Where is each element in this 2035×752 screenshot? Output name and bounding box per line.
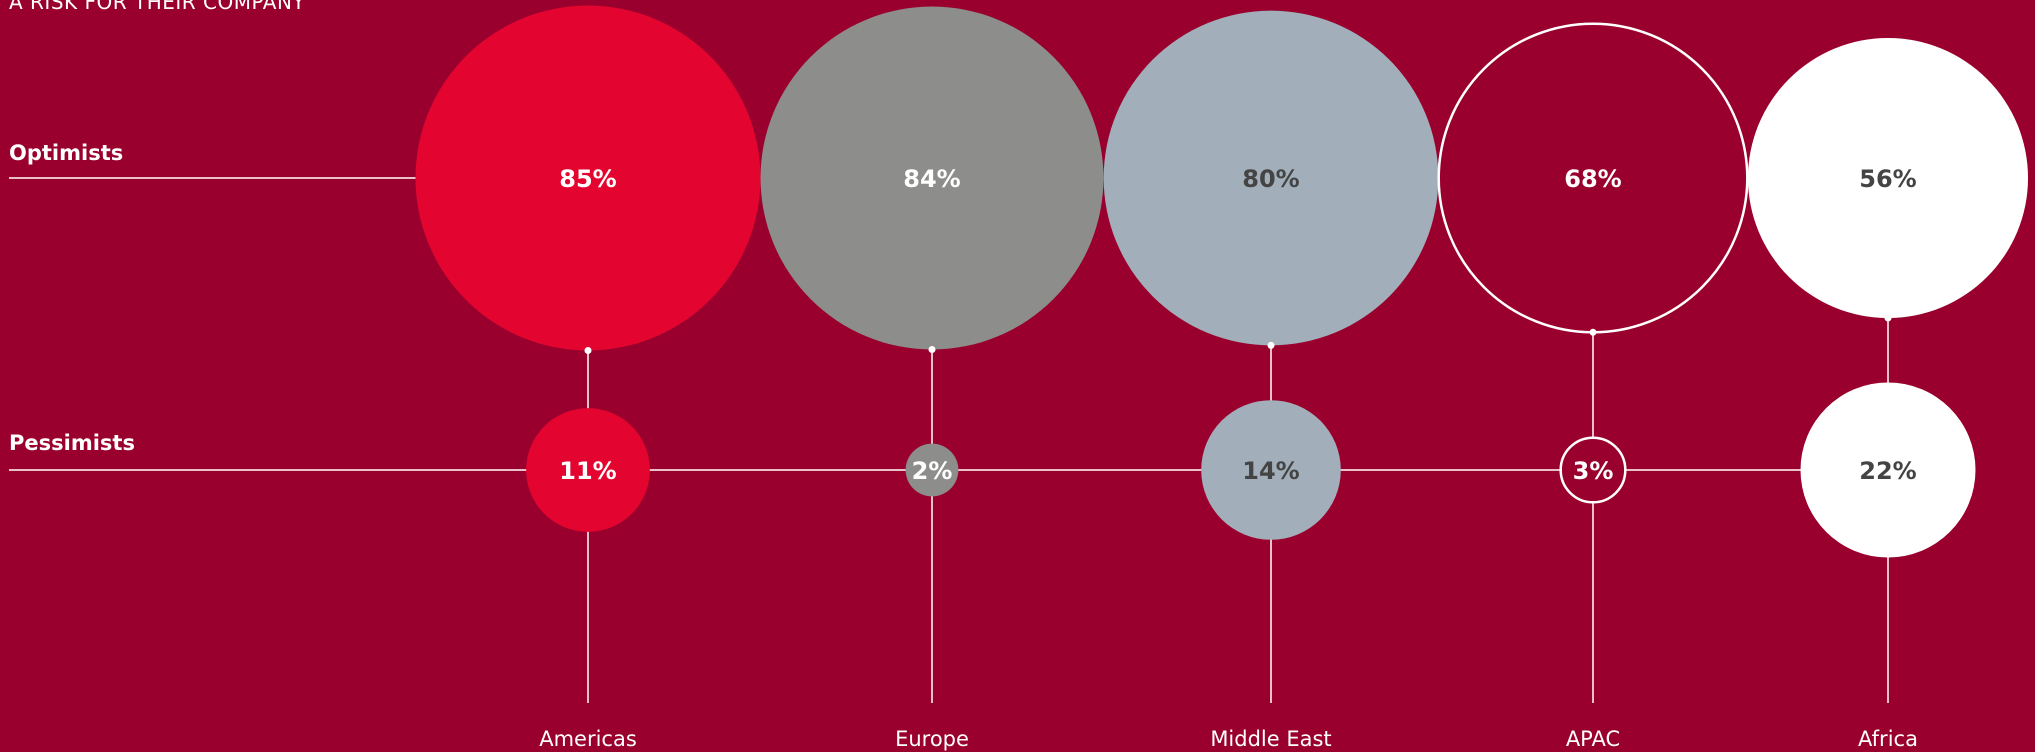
chart-title: A RISK FOR THEIR COMPANY: [9, 0, 306, 14]
optimists-value-apac: 68%: [1564, 165, 1621, 193]
optimists-bubble-africa: [1747, 37, 2029, 319]
category-label-europe: Europe: [895, 727, 969, 751]
optimists-bubble-europe: [760, 6, 1104, 350]
row-label-pessimists: Pessimists: [9, 431, 135, 455]
category-label-africa: Africa: [1858, 727, 1918, 751]
pessimists-bubble-africa: [1800, 382, 1976, 558]
pessimists-value-middle-east: 14%: [1242, 457, 1299, 485]
pessimists-bubble-middle-east: [1201, 400, 1341, 540]
connector-dot-europe: [928, 345, 936, 353]
category-label-americas: Americas: [539, 727, 637, 751]
optimists-value-americas: 85%: [559, 165, 616, 193]
pessimists-value-africa: 22%: [1859, 457, 1916, 485]
row-label-optimists: Optimists: [9, 141, 124, 165]
optimists-value-africa: 56%: [1859, 165, 1916, 193]
category-label-apac: APAC: [1566, 727, 1620, 751]
connector-dot-americas: [584, 347, 592, 354]
pessimists-bubble-europe: [905, 443, 959, 497]
pessimists-value-europe: 2%: [912, 457, 953, 485]
optimists-value-middle-east: 80%: [1242, 165, 1299, 193]
pessimists-bubble-americas: [526, 408, 650, 532]
connector-dot-africa: [1884, 314, 1892, 322]
pessimists-value-apac: 3%: [1573, 457, 1614, 485]
optimists-bubble-middle-east: [1103, 10, 1439, 346]
connector-dot-apac: [1589, 328, 1597, 336]
optimists-value-europe: 84%: [903, 165, 960, 193]
optimists-bubble-americas: [415, 5, 761, 351]
connector-dot-middle-east: [1267, 341, 1275, 349]
category-label-middle-east: Middle East: [1210, 727, 1331, 751]
pessimists-bubble-apac: [1559, 436, 1627, 504]
pessimists-value-americas: 11%: [559, 457, 616, 485]
